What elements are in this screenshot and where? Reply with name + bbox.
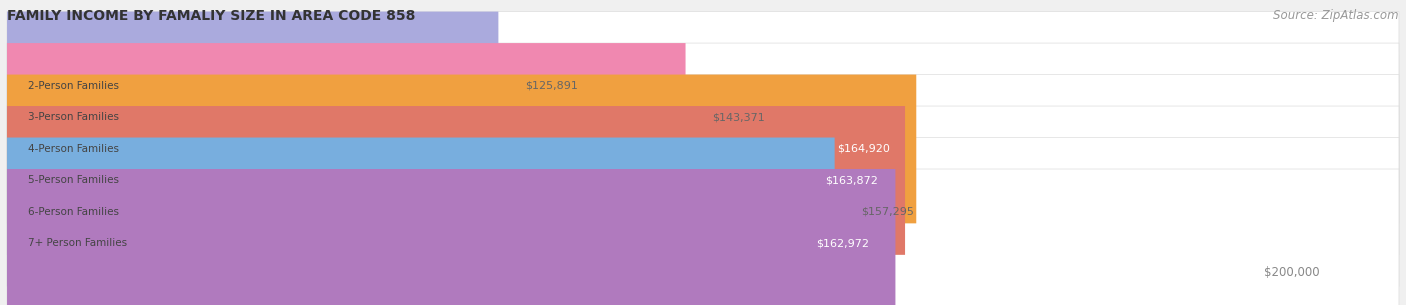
FancyBboxPatch shape xyxy=(7,43,1399,192)
FancyBboxPatch shape xyxy=(7,74,1399,223)
FancyBboxPatch shape xyxy=(7,12,498,160)
Text: 7+ Person Families: 7+ Person Families xyxy=(28,239,127,248)
Text: $125,891: $125,891 xyxy=(526,81,578,91)
FancyBboxPatch shape xyxy=(7,106,1399,255)
Text: FAMILY INCOME BY FAMALIY SIZE IN AREA CODE 858: FAMILY INCOME BY FAMALIY SIZE IN AREA CO… xyxy=(7,9,415,23)
Text: 4-Person Families: 4-Person Families xyxy=(28,144,120,154)
Text: 3-Person Families: 3-Person Families xyxy=(28,113,120,123)
Text: 5-Person Families: 5-Person Families xyxy=(28,175,120,185)
FancyBboxPatch shape xyxy=(7,169,1399,305)
Text: $164,920: $164,920 xyxy=(837,144,890,154)
FancyBboxPatch shape xyxy=(7,138,1399,286)
Text: 2-Person Families: 2-Person Families xyxy=(28,81,120,91)
Text: $162,972: $162,972 xyxy=(815,239,869,248)
FancyBboxPatch shape xyxy=(7,74,917,223)
Text: $163,872: $163,872 xyxy=(825,175,879,185)
Text: Source: ZipAtlas.com: Source: ZipAtlas.com xyxy=(1274,9,1399,22)
FancyBboxPatch shape xyxy=(7,12,1399,160)
FancyBboxPatch shape xyxy=(7,43,686,192)
Text: $143,371: $143,371 xyxy=(713,113,765,123)
Text: $157,295: $157,295 xyxy=(862,207,914,217)
FancyBboxPatch shape xyxy=(7,138,835,286)
FancyBboxPatch shape xyxy=(7,106,905,255)
Text: 6-Person Families: 6-Person Families xyxy=(28,207,120,217)
FancyBboxPatch shape xyxy=(7,169,896,305)
